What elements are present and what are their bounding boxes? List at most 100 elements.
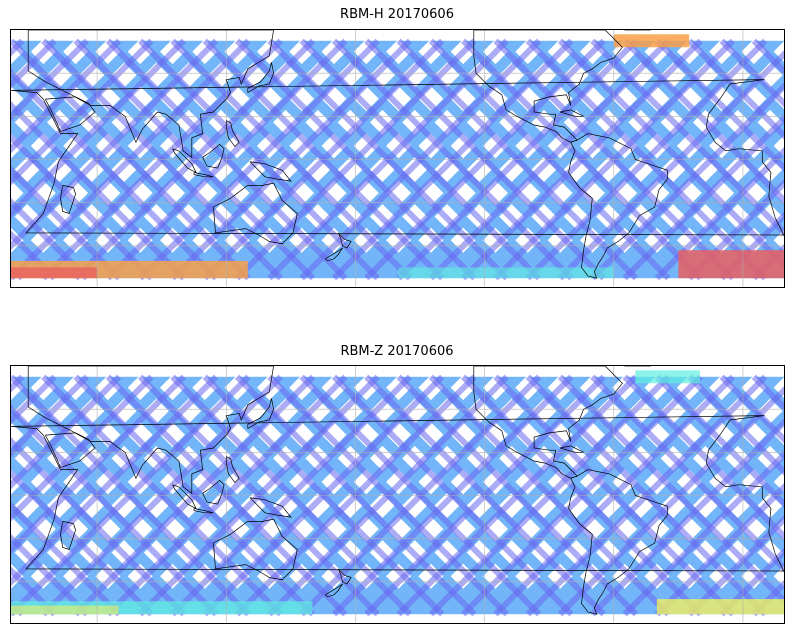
- gridlines: [11, 366, 784, 623]
- coastline-south-america: [568, 133, 668, 279]
- coastline-australia: [213, 182, 298, 245]
- gap-diamond: [579, 227, 605, 253]
- coastline-north-america: [473, 366, 623, 479]
- swath-map-bottom: [11, 366, 784, 623]
- gap-diamond: [160, 563, 185, 589]
- coastline-newguinea: [249, 161, 292, 182]
- gridlines: [11, 30, 784, 287]
- coastline-java: [193, 172, 214, 178]
- gap-diamond: [692, 62, 718, 88]
- coastline-nz-north: [337, 232, 352, 249]
- gap-diamond: [709, 563, 735, 589]
- coastline-madagascar: [60, 521, 76, 550]
- gap-diamond: [14, 62, 40, 88]
- gap-diamond: [224, 563, 250, 589]
- gap-diamond: [30, 563, 56, 589]
- coastline-japan: [247, 62, 274, 93]
- gap-diamond: [127, 563, 153, 589]
- gap-diamond: [240, 62, 266, 88]
- coastline-africa: [11, 415, 784, 572]
- coastline-sumatra: [172, 484, 197, 510]
- coastline-arabia: [45, 96, 96, 132]
- gap-diamond: [224, 227, 250, 253]
- coastline-philippines: [225, 120, 240, 148]
- gap-diamond: [596, 62, 622, 88]
- map-panel-bottom: [10, 365, 785, 624]
- gap-diamond: [547, 563, 573, 589]
- mid-value-region: [635, 370, 700, 384]
- gap-diamond: [547, 227, 573, 253]
- coastline-java: [193, 508, 214, 514]
- gap-diamond: [127, 227, 153, 253]
- coastline-cuba: [559, 445, 584, 453]
- high-value-region: [11, 267, 98, 279]
- gap-diamond: [305, 62, 331, 88]
- gap-diamond: [46, 62, 72, 88]
- gap-diamond: [95, 227, 121, 253]
- gap-diamond: [256, 563, 282, 589]
- gap-diamond: [741, 563, 767, 589]
- coastline-europe-asia: [27, 30, 274, 158]
- gap-diamond: [709, 227, 735, 253]
- gap-diamond: [63, 563, 89, 589]
- high-value-region: [656, 599, 784, 615]
- gap-diamond: [79, 62, 105, 88]
- gap-diamond: [466, 62, 492, 88]
- value-accents: [11, 370, 784, 615]
- gap-diamond: [434, 62, 460, 88]
- coastline-japan: [247, 398, 274, 429]
- gap-diamond: [644, 563, 670, 589]
- gap-diamond: [63, 227, 89, 253]
- coastline-newguinea: [249, 497, 292, 518]
- gap-diamond: [628, 62, 654, 88]
- gap-diamond: [676, 227, 702, 253]
- map-panel-top: [10, 29, 785, 288]
- gap-diamond: [499, 62, 525, 88]
- coastline-borneo: [202, 143, 225, 169]
- high-value-region: [613, 34, 690, 48]
- gap-diamond: [11, 180, 24, 206]
- gap-diamond: [208, 62, 234, 88]
- gap-diamond: [30, 227, 56, 253]
- gap-diamond: [531, 62, 557, 88]
- gap-diamond: [192, 227, 218, 253]
- gap-diamond: [660, 62, 686, 88]
- swath-strand: [687, 515, 784, 617]
- coastline-nz-south: [325, 583, 343, 598]
- gap-diamond: [644, 227, 670, 253]
- coastline-africa: [11, 79, 784, 236]
- panel-title-top: RBM-H 20170606: [340, 7, 454, 22]
- coastline-arabia: [45, 432, 96, 468]
- coastline-borneo: [202, 479, 225, 505]
- swath-strand: [719, 547, 784, 617]
- gap-diamond: [757, 62, 783, 88]
- coastline-nz-north: [337, 568, 352, 585]
- coastlines: [11, 30, 784, 279]
- gap-diamond: [143, 62, 169, 88]
- coastlines: [11, 366, 784, 615]
- coastline-philippines: [225, 456, 240, 484]
- gap-diamond: [192, 563, 218, 589]
- gap-diamond: [337, 62, 363, 88]
- gap-diamond: [579, 563, 605, 589]
- swath-strand: [687, 179, 784, 281]
- value-accents: [11, 34, 784, 279]
- gap-diamond: [741, 227, 767, 253]
- swath-map-top: [11, 30, 784, 287]
- gap-diamond: [676, 563, 702, 589]
- gap-diamond: [612, 563, 638, 589]
- coastline-south-america: [568, 469, 668, 615]
- mid-value-region: [398, 267, 614, 279]
- coastline-madagascar: [60, 185, 76, 214]
- coastline-cuba: [559, 109, 584, 117]
- coastline-sumatra: [172, 148, 197, 174]
- gap-diamond: [111, 62, 137, 88]
- panel-title-bottom: RBM-Z 20170606: [340, 344, 454, 359]
- gap-diamond: [176, 62, 202, 88]
- gap-diamond: [256, 227, 282, 253]
- coastline-europe-asia: [27, 366, 274, 494]
- gap-diamond: [160, 227, 185, 253]
- gap-diamond: [402, 62, 428, 88]
- gap-diamond: [612, 227, 638, 253]
- high-value-region: [678, 250, 784, 279]
